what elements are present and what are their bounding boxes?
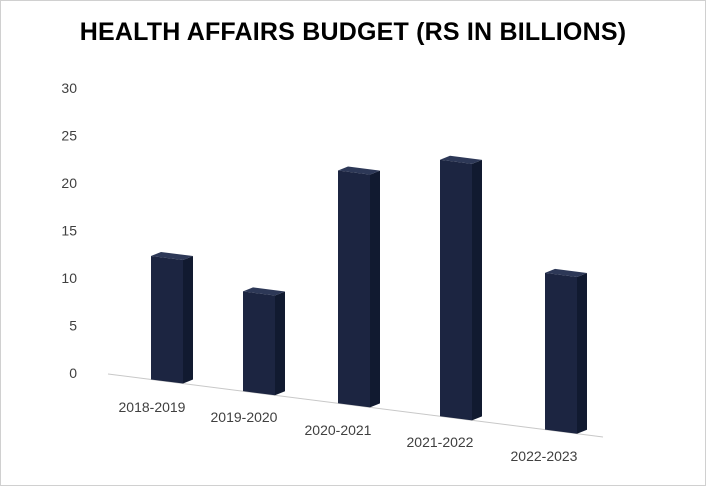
bars-group: [151, 155, 587, 434]
bar-side-face: [577, 272, 587, 434]
bar-side-face: [370, 170, 380, 408]
y-tick-label: 5: [69, 318, 77, 334]
bar: [243, 287, 285, 396]
y-tick-label: 20: [61, 175, 77, 191]
x-category-label: 2020-2021: [305, 422, 372, 438]
y-tick-label: 25: [61, 128, 77, 144]
bar: [151, 251, 193, 384]
y-axis-ticks: 0 5 10 15 20 25 30: [61, 80, 77, 381]
bar-front-face: [338, 170, 370, 408]
chart-title: HEALTH AFFAIRS BUDGET (RS IN BILLIONS): [79, 18, 627, 46]
bar-front-face: [440, 159, 472, 421]
bar-top-face: [440, 155, 482, 164]
y-tick-label: 10: [61, 270, 77, 286]
bar-front-face: [151, 255, 183, 384]
bar-side-face: [472, 159, 482, 421]
bar-side-face: [183, 256, 193, 384]
x-category-label: 2021-2022: [407, 434, 474, 450]
y-tick-label: 15: [61, 223, 77, 239]
bar-top-face: [151, 251, 193, 261]
bar: [545, 268, 587, 434]
y-tick-label: 0: [69, 365, 77, 381]
bar-top-face: [243, 287, 285, 296]
x-category-label: 2022-2023: [511, 448, 578, 464]
bar: [440, 155, 482, 421]
x-category-label: 2018-2019: [119, 399, 186, 415]
bar-top-face: [545, 268, 587, 277]
bar: [338, 166, 380, 408]
x-axis-category-labels: 2018-2019 2019-2020 2020-2021 2021-2022 2022…: [119, 399, 578, 464]
bar-front-face: [545, 272, 577, 434]
bar-side-face: [275, 291, 285, 396]
x-category-label: 2019-2020: [211, 409, 278, 425]
bar-front-face: [243, 291, 275, 396]
y-tick-label: 30: [61, 80, 77, 96]
bar-top-face: [338, 166, 380, 175]
